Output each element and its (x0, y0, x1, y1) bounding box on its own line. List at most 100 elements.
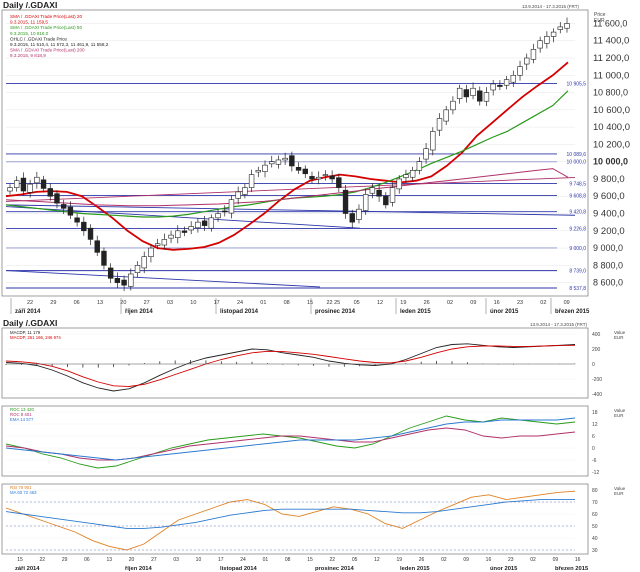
x-day-label-sub: 16 (486, 557, 492, 563)
candle-body (362, 194, 369, 211)
legend-main-entry: 9.3.2015, 10 816,0 (10, 31, 49, 36)
level-label: 8 537,8 (569, 286, 586, 292)
candle-body (537, 40, 543, 49)
rsi-series-line (5, 490, 576, 551)
x-month-label: leden 2015 (400, 309, 431, 315)
macd-tick-label: 200 (592, 347, 601, 353)
x-month-label: březen 2015 (555, 309, 590, 315)
candle-body (282, 157, 288, 161)
roc-legend-entry: ROC 13 420 (10, 407, 34, 412)
rsi-legend-entry: RSI 78 901 (10, 485, 32, 490)
macd-panel-frame (1, 327, 589, 399)
candle-body (322, 174, 329, 176)
candle-body (242, 187, 248, 195)
level-label-bg (557, 267, 587, 274)
x-month-label-sub: březen 2015 (555, 566, 589, 572)
rsi-tick-label: 30 (592, 548, 598, 554)
legend-main-entry: 9.3.2015, 11 510,4, 11 572,3, 11 461,9, … (10, 42, 109, 47)
candle-body (161, 239, 168, 246)
level-label: 9 748,5 (569, 181, 586, 187)
candle-body (423, 148, 429, 160)
candle-body (235, 191, 241, 199)
legend-main-entry: SMA / .GDAXI Trade Price(Last) 20 (10, 14, 82, 19)
macd-tick-label: 400 (592, 332, 601, 338)
x-day-label: 09 (470, 300, 476, 306)
value-header-macd-2: EUR (614, 335, 624, 340)
candle-body (483, 92, 490, 102)
price-gridlines (6, 23, 575, 283)
macd-series-line (5, 344, 576, 387)
candle-body (503, 79, 510, 86)
x-day-label: 10 (190, 300, 196, 306)
level-label-bg (557, 150, 587, 158)
candle-body (47, 188, 53, 197)
x-day-label: 22 (27, 300, 33, 306)
x-day-label: 02 (540, 300, 546, 306)
x-day-label: 13 (97, 300, 103, 306)
x-day-label-sub: 15 (17, 557, 23, 563)
price-tick-label: 10 200,0 (593, 139, 630, 150)
candle-body (389, 187, 396, 203)
sma-line-200 (5, 168, 569, 207)
x-day-label-sub: 08 (285, 557, 291, 563)
candlesticks (7, 17, 570, 292)
candle-body (450, 100, 456, 111)
roc-tick-label: 0 (592, 446, 595, 452)
candle-body (208, 217, 215, 229)
price-tick-label: 8 800,0 (593, 260, 623, 270)
candle-body (94, 240, 100, 253)
level-label-bg (557, 192, 587, 199)
candle-body (269, 161, 275, 165)
x-month-label: prosinec 2014 (315, 309, 356, 315)
candle-body (356, 208, 362, 220)
candle-body (215, 213, 221, 219)
level-label: 9 000,0 (569, 246, 586, 252)
candle-body (456, 87, 463, 99)
level-label-bg (557, 208, 587, 215)
x-day-label-sub: 22 (330, 557, 336, 563)
x-month-label-sub: leden 2015 (400, 566, 430, 572)
trendline (5, 270, 321, 288)
price-tick-label: 8 600,0 (593, 278, 623, 288)
candle-body (416, 161, 423, 171)
candle-body (376, 189, 382, 197)
level-label: 10 000,0 (567, 160, 587, 166)
candle-body (530, 49, 537, 60)
candle-body (248, 174, 255, 188)
candle-body (20, 177, 27, 192)
macd-tick-label: -200 (592, 377, 602, 383)
x-day-label: 09 (564, 300, 570, 306)
candle-body (134, 265, 141, 273)
x-day-label-sub: 27 (151, 557, 157, 563)
candle-body (168, 234, 174, 239)
price-tick-label: 9 000,0 (593, 243, 623, 253)
x-day-label-sub: 16 (575, 557, 581, 563)
level-label: 10 089,6 (567, 152, 587, 158)
x-month-label-sub: září 2014 (15, 566, 40, 572)
candle-body (349, 213, 355, 223)
candle-body (342, 189, 349, 214)
price-tick-label: 10 600,0 (593, 105, 630, 116)
rsi-tick-label: 50 (592, 524, 598, 530)
x-day-label: 29 (50, 300, 56, 306)
candle-body (201, 220, 208, 226)
candle-body (141, 256, 147, 269)
value-header-rsi-2: EUR (614, 491, 624, 496)
roc-tick-label: 18 (592, 410, 598, 416)
roc-series-line (5, 427, 576, 461)
candle-body (369, 187, 376, 194)
candle-body (309, 176, 315, 180)
chart-text: 11 600,0 11 400,0 11 200,0 11 000,0 10 800,0… (10, 14, 630, 572)
x-month-label: listopad 2014 (220, 309, 259, 315)
sma-line-20 (5, 61, 569, 251)
candle-body (436, 118, 443, 131)
candle-body (430, 131, 436, 151)
candle-body (544, 36, 550, 44)
candle-body (524, 57, 530, 65)
x-day-label-sub: 02 (530, 557, 536, 563)
candle-body (302, 168, 308, 175)
x-day-label: 15 (307, 300, 313, 306)
sub-title: Daily /.GDAXI (3, 318, 57, 328)
candle-body (195, 221, 201, 229)
